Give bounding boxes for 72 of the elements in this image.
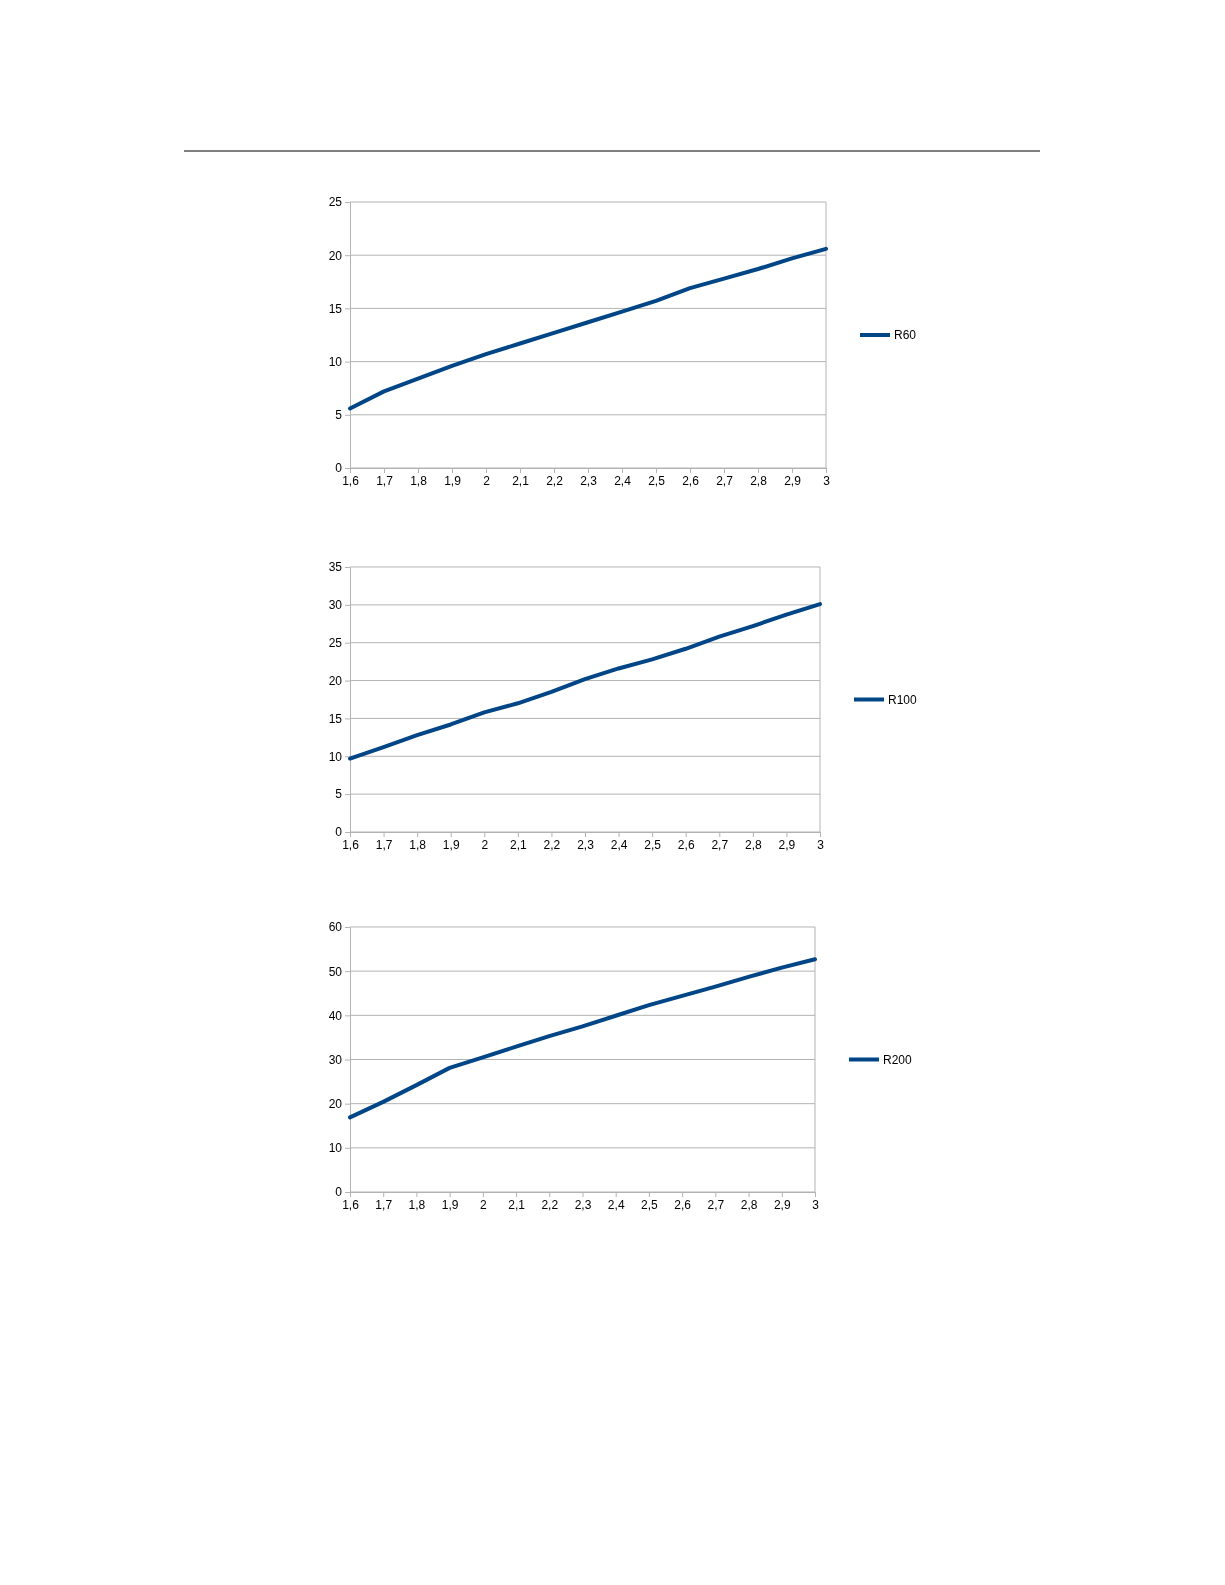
y-tick-label: 0 (335, 1185, 343, 1200)
x-tick-label: 3 (812, 1197, 820, 1212)
x-tick-label: 2,1 (510, 837, 528, 852)
y-tick-label: 15 (328, 301, 343, 316)
x-tick-label: 2 (481, 837, 489, 852)
x-tick-label: 2,3 (580, 473, 598, 488)
x-tick-label: 2,2 (543, 837, 561, 852)
y-tick-label: 10 (328, 354, 343, 369)
y-tick-label: 50 (328, 964, 343, 979)
x-tick-label: 2,8 (740, 1197, 758, 1212)
x-tick-label: 1,9 (442, 837, 460, 852)
x-tick-label: 1,7 (376, 473, 394, 488)
x-tick-label: 1,8 (408, 1197, 426, 1212)
x-tick-label: 2,4 (610, 837, 628, 852)
y-tick-label: 40 (328, 1008, 343, 1023)
x-tick-label: 1,6 (342, 1197, 360, 1212)
y-tick-label: 5 (335, 408, 343, 423)
x-tick-label: 1,9 (444, 473, 462, 488)
x-tick-label: 2,5 (648, 473, 666, 488)
legend-label: R200 (883, 1052, 913, 1067)
x-tick-label: 2,9 (784, 473, 802, 488)
y-tick-label: 60 (328, 920, 343, 935)
y-tick-label: 0 (335, 825, 343, 840)
x-tick-label: 2,1 (508, 1197, 526, 1212)
x-tick-label: 2,8 (745, 837, 763, 852)
x-tick-label: 2 (483, 473, 491, 488)
x-tick-label: 2,6 (682, 473, 700, 488)
y-tick-label: 0 (335, 461, 343, 476)
x-tick-label: 2,7 (716, 473, 734, 488)
y-tick-label: 20 (328, 1097, 343, 1112)
x-tick-label: 1,7 (375, 1197, 393, 1212)
x-tick-label: 1,6 (342, 473, 360, 488)
line-series (348, 602, 822, 761)
x-tick-label: 1,8 (410, 473, 428, 488)
x-tick-label: 2,2 (541, 1197, 559, 1212)
y-tick-label: 20 (328, 248, 343, 263)
x-tick-label: 1,8 (409, 837, 427, 852)
y-tick-label: 30 (328, 1052, 343, 1067)
x-tick-label: 1,9 (441, 1197, 459, 1212)
x-tick-label: 2,1 (512, 473, 530, 488)
line-series (348, 246, 828, 411)
legend-label: R100 (888, 692, 918, 707)
x-tick-label: 3 (823, 473, 831, 488)
x-tick-label: 2,4 (614, 473, 632, 488)
y-tick-label: 20 (328, 673, 343, 688)
x-tick-label: 2,9 (778, 837, 796, 852)
x-tick-label: 2,5 (644, 837, 662, 852)
x-tick-label: 2,3 (577, 837, 595, 852)
x-tick-label: 2,4 (607, 1197, 625, 1212)
x-tick-label: 2,7 (711, 837, 729, 852)
x-tick-label: 2,6 (677, 837, 695, 852)
x-tick-label: 2,2 (546, 473, 564, 488)
y-tick-label: 15 (328, 711, 343, 726)
y-tick-label: 5 (335, 787, 343, 802)
x-tick-label: 2,5 (641, 1197, 659, 1212)
y-tick-label: 10 (328, 749, 343, 764)
x-tick-label: 2,7 (707, 1197, 725, 1212)
x-tick-label: 1,6 (342, 837, 360, 852)
x-tick-label: 1,7 (375, 837, 393, 852)
legend-label: R60 (894, 328, 917, 342)
line-series (348, 957, 817, 1120)
x-tick-label: 3 (817, 837, 825, 852)
y-tick-label: 30 (328, 598, 343, 613)
y-tick-label: 35 (328, 560, 343, 575)
x-tick-label: 2,3 (574, 1197, 592, 1212)
x-tick-label: 2,8 (750, 473, 768, 488)
x-tick-label: 2 (480, 1197, 488, 1212)
y-tick-label: 25 (328, 195, 343, 210)
y-tick-label: 10 (328, 1141, 343, 1156)
y-tick-label: 25 (328, 636, 343, 651)
x-tick-label: 2,9 (773, 1197, 791, 1212)
x-tick-label: 2,6 (674, 1197, 692, 1212)
